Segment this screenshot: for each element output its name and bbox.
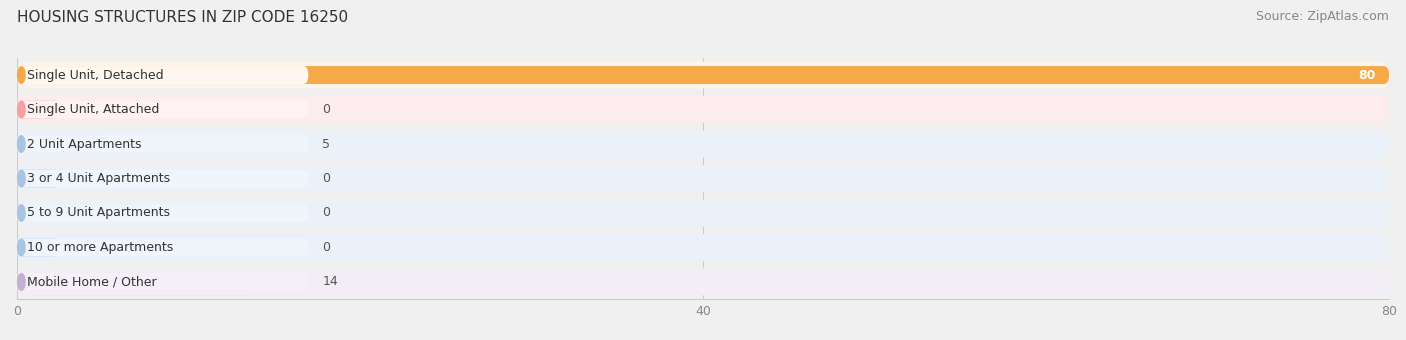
- Text: Single Unit, Detached: Single Unit, Detached: [27, 69, 165, 82]
- FancyBboxPatch shape: [17, 135, 103, 153]
- Text: 5 to 9 Unit Apartments: 5 to 9 Unit Apartments: [27, 206, 170, 220]
- FancyBboxPatch shape: [17, 96, 1389, 123]
- Text: HOUSING STRUCTURES IN ZIP CODE 16250: HOUSING STRUCTURES IN ZIP CODE 16250: [17, 10, 349, 25]
- FancyBboxPatch shape: [17, 273, 25, 291]
- Text: 2 Unit Apartments: 2 Unit Apartments: [27, 137, 142, 151]
- FancyBboxPatch shape: [17, 238, 59, 256]
- FancyBboxPatch shape: [17, 170, 308, 187]
- Text: Mobile Home / Other: Mobile Home / Other: [27, 275, 157, 288]
- FancyBboxPatch shape: [17, 170, 25, 187]
- FancyBboxPatch shape: [17, 131, 1389, 157]
- FancyBboxPatch shape: [17, 62, 1389, 88]
- FancyBboxPatch shape: [17, 200, 1389, 226]
- FancyBboxPatch shape: [17, 238, 308, 256]
- FancyBboxPatch shape: [17, 273, 308, 291]
- FancyBboxPatch shape: [17, 204, 25, 222]
- Text: 0: 0: [322, 241, 330, 254]
- Text: 0: 0: [322, 206, 330, 220]
- Text: 0: 0: [322, 172, 330, 185]
- Text: Source: ZipAtlas.com: Source: ZipAtlas.com: [1256, 10, 1389, 23]
- FancyBboxPatch shape: [17, 238, 25, 256]
- FancyBboxPatch shape: [17, 165, 1389, 192]
- Text: 3 or 4 Unit Apartments: 3 or 4 Unit Apartments: [27, 172, 170, 185]
- FancyBboxPatch shape: [17, 234, 1389, 261]
- FancyBboxPatch shape: [17, 66, 1389, 84]
- Text: 0: 0: [322, 103, 330, 116]
- FancyBboxPatch shape: [17, 170, 59, 187]
- FancyBboxPatch shape: [17, 101, 25, 119]
- Text: Single Unit, Attached: Single Unit, Attached: [27, 103, 160, 116]
- FancyBboxPatch shape: [17, 101, 308, 119]
- Text: 14: 14: [322, 275, 337, 288]
- FancyBboxPatch shape: [17, 273, 257, 291]
- FancyBboxPatch shape: [17, 204, 59, 222]
- FancyBboxPatch shape: [17, 135, 308, 153]
- Text: 10 or more Apartments: 10 or more Apartments: [27, 241, 173, 254]
- FancyBboxPatch shape: [17, 101, 59, 119]
- Text: 80: 80: [1358, 69, 1375, 82]
- FancyBboxPatch shape: [17, 269, 1389, 295]
- FancyBboxPatch shape: [17, 66, 308, 84]
- FancyBboxPatch shape: [17, 66, 25, 84]
- Text: 5: 5: [322, 137, 330, 151]
- FancyBboxPatch shape: [17, 135, 25, 153]
- FancyBboxPatch shape: [17, 204, 308, 222]
